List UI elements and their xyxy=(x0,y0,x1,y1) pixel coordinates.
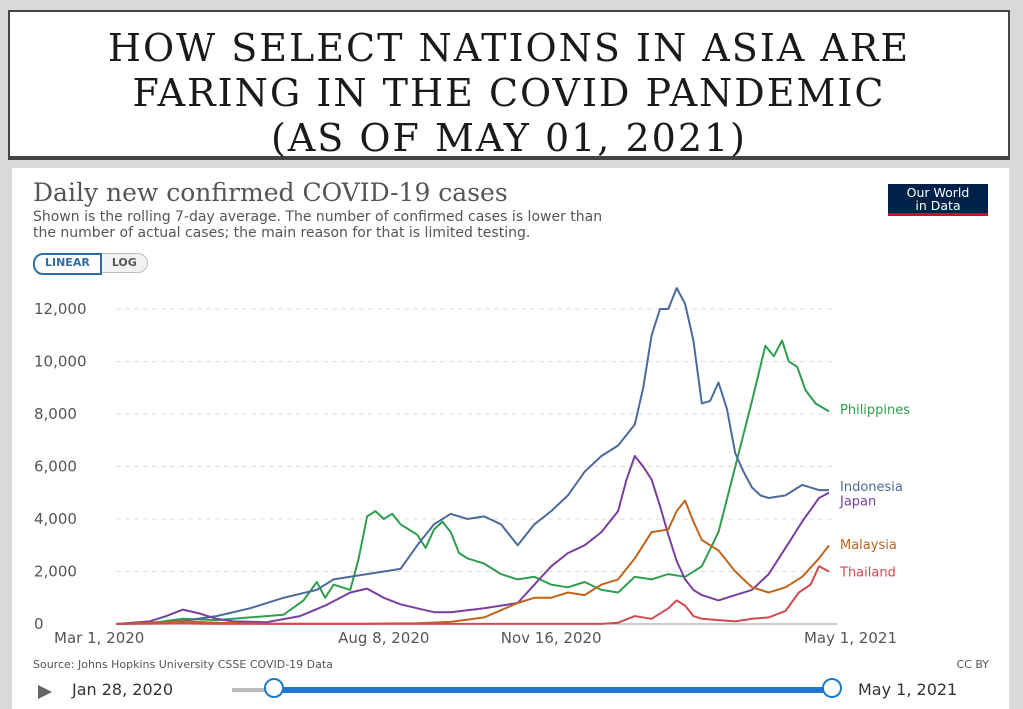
series-label-japan: Japan xyxy=(839,495,876,510)
title-banner: HOW SELECT NATIONS IN ASIA ARE FARING IN… xyxy=(8,10,1010,160)
x-tick-label: Aug 8, 2020 xyxy=(338,629,429,647)
series-label-indonesia: Indonesia xyxy=(840,480,903,495)
y-tick-label: 8,000 xyxy=(34,405,77,423)
logo-line-1: Our World xyxy=(906,185,970,200)
line-chart: 0 2,000 4,000 6,000 8,000 10,000 12,000 Mar 1, … xyxy=(34,287,910,647)
owid-logo[interactable]: Our World in Data xyxy=(888,184,988,216)
timeline-track-selected[interactable] xyxy=(274,687,832,693)
series-label-malaysia: Malaysia xyxy=(840,538,897,553)
scale-toggle: LINEAR LOG xyxy=(33,253,148,275)
timeline-end-label: May 1, 2021 xyxy=(858,680,958,699)
series-line-indonesia xyxy=(115,287,829,625)
log-scale-button[interactable]: LOG xyxy=(101,253,148,273)
x-tick-label: May 1, 2021 xyxy=(804,629,897,647)
x-tick-label: Nov 16, 2020 xyxy=(501,629,602,647)
y-tick-label: 10,000 xyxy=(34,353,87,371)
y-tick-label: 2,000 xyxy=(34,563,77,581)
y-tick-label: 6,000 xyxy=(34,458,77,476)
license-label[interactable]: CC BY xyxy=(956,658,989,671)
timeline-end-handle[interactable] xyxy=(822,678,842,698)
chart-title: Daily new confirmed COVID-19 cases xyxy=(33,178,508,207)
series-line-japan xyxy=(115,455,830,625)
timeline-track-inactive[interactable] xyxy=(232,688,274,692)
y-tick-label: 4,000 xyxy=(34,510,77,528)
timeline-start-handle[interactable] xyxy=(264,678,284,698)
banner-line-1: HOW SELECT NATIONS IN ASIA ARE xyxy=(107,26,911,70)
linear-scale-button[interactable]: LINEAR xyxy=(33,253,102,275)
series-label-thailand: Thailand xyxy=(839,566,896,581)
chart-subtitle-line-2: the number of actual cases; the main rea… xyxy=(33,225,531,241)
timeline-start-label: Jan 28, 2020 xyxy=(72,680,173,699)
banner-line-3: (AS OF MAY 01, 2021) xyxy=(271,116,747,160)
series-label-philippines: Philippines xyxy=(840,403,910,418)
chart-card: Daily new confirmed COVID-19 cases Shown… xyxy=(12,168,1009,709)
y-tick-label: 12,000 xyxy=(34,300,87,318)
series-line-thailand xyxy=(115,565,830,625)
banner-line-2: FARING IN THE COVID PANDEMIC xyxy=(132,71,886,115)
chart-subtitle: Shown is the rolling 7-day average. The … xyxy=(33,209,833,241)
source-note[interactable]: Source: Johns Hopkins University CSSE CO… xyxy=(33,658,333,671)
series-line-philippines xyxy=(115,339,830,625)
logo-line-2: in Data xyxy=(915,198,961,213)
chart-subtitle-line-1: Shown is the rolling 7-day average. The … xyxy=(33,209,603,225)
play-icon[interactable] xyxy=(38,685,52,699)
x-tick-label: Mar 1, 2020 xyxy=(54,629,144,647)
banner-title: HOW SELECT NATIONS IN ASIA ARE FARING IN… xyxy=(10,12,1008,161)
y-tick-label: 0 xyxy=(34,615,44,633)
